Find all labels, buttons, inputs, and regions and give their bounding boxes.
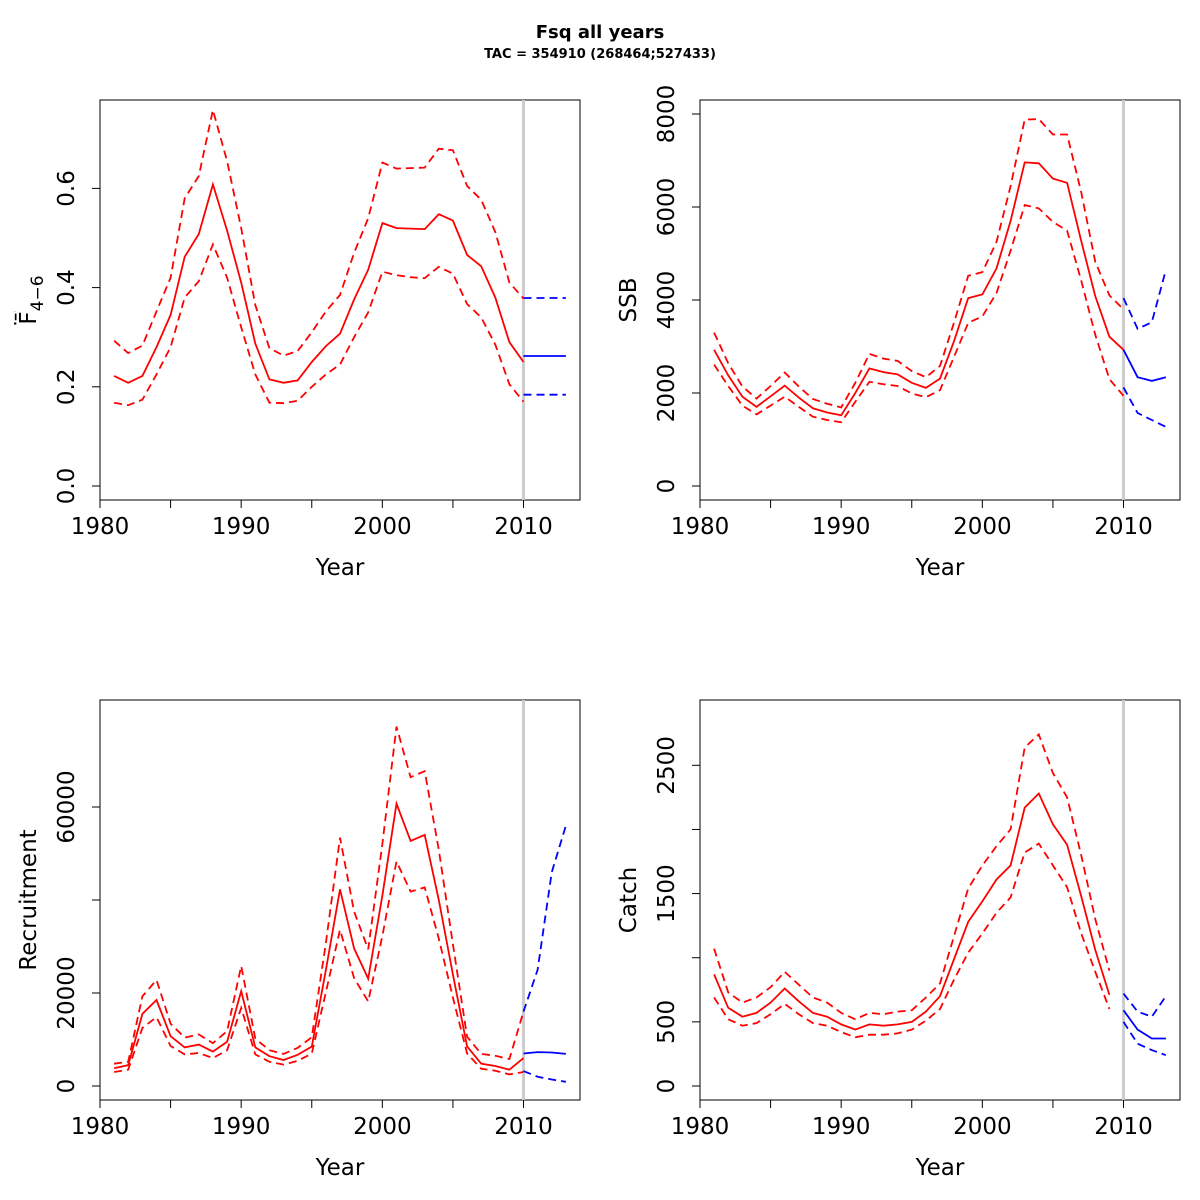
fbar-historical-ci-line	[113, 242, 525, 407]
catch-forecast-ci-line	[1122, 1021, 1167, 1057]
catch-y-tick-label: 2500	[654, 736, 680, 795]
ssb-x-axis-title: Year	[915, 555, 965, 581]
ssb-forecast-estimate-line	[1122, 349, 1167, 382]
ssb-y-axis-title: SSB	[616, 278, 642, 323]
ssb-plot-frame	[699, 99, 1181, 501]
recruitment-y-tick-label: 0	[54, 1079, 80, 1094]
recruitment-forecast-ci-line	[523, 1070, 567, 1083]
figure-title: Fsq all years	[535, 22, 665, 43]
recruitment-historical-ci-line	[113, 726, 525, 1065]
ssb-historical-ci-line	[713, 118, 1125, 409]
catch-forecast-estimate-line	[1122, 1009, 1166, 1040]
fbar-x-tick-label: 1980	[71, 514, 130, 540]
catch-y-tick-label: 500	[654, 1000, 680, 1044]
ssb-historical-ci-line	[713, 204, 1125, 424]
catch-plot-frame	[699, 699, 1181, 1101]
catch-x-tick-label: 1980	[671, 1114, 730, 1140]
fbar-y-tick-label: 0.6	[54, 170, 80, 207]
ssb-forecast-ci-line	[1122, 386, 1167, 428]
recruitment-x-axis-title: Year	[315, 1155, 365, 1181]
ssb-y-tick-label: 0	[654, 479, 680, 494]
catch-x-tick-label: 2010	[1094, 1114, 1153, 1140]
catch-historical-estimate-line	[713, 791, 1111, 1031]
fbar-ylabel-main: F̄	[14, 311, 42, 324]
recruitment-y-tick-label: 60000	[54, 770, 80, 843]
fbar-x-axis-title: Year	[315, 555, 365, 581]
ssb-y-tick-label: 2000	[654, 364, 680, 423]
recruitment-forecast-estimate-line	[523, 1051, 566, 1055]
recruitment-historical-ci-line	[113, 858, 524, 1076]
catch-x-axis-title: Year	[915, 1155, 965, 1181]
ssb-historical-estimate-line	[713, 161, 1125, 417]
fbar-x-tick-label: 2000	[353, 514, 412, 540]
catch-y-tick-label: 0	[654, 1079, 680, 1094]
fbar-y-tick-label: 0.0	[54, 468, 80, 505]
ssb-y-tick-label: 4000	[654, 271, 680, 330]
figure-subtitle: TAC = 354910 (268464;527433)	[484, 47, 716, 62]
recruitment-x-tick-label: 1990	[212, 1114, 271, 1140]
recruitment-x-tick-label: 1980	[71, 1114, 130, 1140]
catch-historical-ci-line	[713, 732, 1111, 1021]
recruitment-x-tick-label: 2010	[494, 1114, 553, 1140]
recruitment-y-tick-label: 20000	[54, 956, 80, 1029]
catch-y-axis-title: Catch	[616, 867, 642, 933]
ssb-y-tick-label: 6000	[654, 178, 680, 237]
recruitment-y-axis-title: Recruitment	[16, 829, 42, 970]
fbar-historical-estimate-line	[113, 181, 525, 384]
fbar-ylabel-subscript: 4−6	[28, 275, 48, 311]
catch-y-tick-label: 1500	[654, 864, 680, 923]
recruitment-plot-frame	[99, 699, 581, 1101]
recruitment-x-tick-label: 2000	[353, 1114, 412, 1140]
fbar-x-tick-label: 1990	[212, 514, 271, 540]
catch-historical-ci-line	[713, 842, 1111, 1039]
catch-x-tick-label: 1990	[812, 1114, 871, 1140]
fbar-plot-frame	[99, 99, 581, 501]
fbar-x-tick-label: 2010	[494, 514, 553, 540]
catch-x-tick-label: 2000	[953, 1114, 1012, 1140]
recruitment-historical-estimate-line	[113, 800, 525, 1071]
ssb-y-tick-label: 8000	[654, 85, 680, 144]
ssb-x-tick-label: 1980	[671, 514, 730, 540]
ssb-forecast-ci-line	[1122, 269, 1167, 330]
catch-forecast-ci-line	[1122, 993, 1167, 1018]
fbar-y-axis-title: F̄4−6	[14, 275, 48, 324]
ssb-x-tick-label: 1990	[812, 514, 871, 540]
fbar-y-tick-label: 0.2	[54, 369, 80, 406]
fbar-historical-ci-line	[113, 109, 525, 357]
ssb-x-tick-label: 2000	[953, 514, 1012, 540]
ssb-x-tick-label: 2010	[1094, 514, 1153, 540]
fbar-y-tick-label: 0.4	[54, 269, 80, 306]
recruitment-forecast-ci-line	[522, 825, 567, 1012]
